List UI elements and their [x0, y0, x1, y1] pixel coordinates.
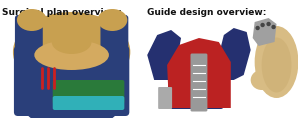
- Ellipse shape: [98, 9, 127, 31]
- FancyBboxPatch shape: [190, 53, 207, 112]
- Polygon shape: [253, 18, 277, 46]
- Ellipse shape: [255, 26, 298, 98]
- Polygon shape: [167, 38, 231, 108]
- Polygon shape: [147, 30, 181, 80]
- FancyBboxPatch shape: [53, 96, 124, 110]
- Ellipse shape: [251, 70, 273, 90]
- Circle shape: [260, 23, 265, 27]
- Text: Guide design overview:: Guide design overview:: [147, 8, 267, 17]
- Ellipse shape: [52, 30, 92, 54]
- Ellipse shape: [27, 97, 116, 118]
- Circle shape: [272, 25, 276, 29]
- Ellipse shape: [17, 9, 47, 31]
- FancyBboxPatch shape: [100, 15, 128, 71]
- Ellipse shape: [34, 40, 109, 70]
- FancyBboxPatch shape: [14, 46, 129, 116]
- Ellipse shape: [262, 38, 292, 93]
- Ellipse shape: [13, 12, 130, 92]
- Text: Surgical plan overview:: Surgical plan overview:: [2, 8, 122, 17]
- Polygon shape: [217, 28, 251, 80]
- FancyBboxPatch shape: [168, 65, 224, 109]
- Circle shape: [266, 22, 271, 26]
- FancyBboxPatch shape: [53, 80, 124, 104]
- FancyBboxPatch shape: [158, 87, 172, 109]
- Circle shape: [256, 26, 260, 30]
- FancyBboxPatch shape: [15, 15, 43, 71]
